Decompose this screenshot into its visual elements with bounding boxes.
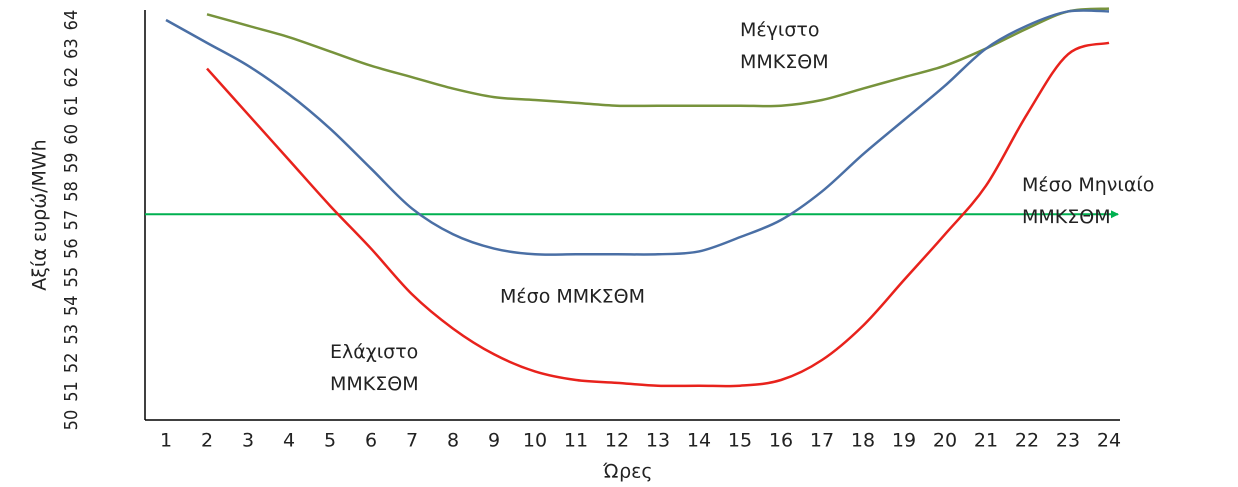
x-tick-label: 24 <box>1097 430 1121 452</box>
x-tick-label: 16 <box>769 430 793 452</box>
x-tick-label: 18 <box>851 430 875 452</box>
y-tick-label: 56 <box>61 238 82 259</box>
x-tick-label: 3 <box>242 430 254 452</box>
y-tick-label: 51 <box>61 381 82 402</box>
y-tick-label: 50 <box>61 410 82 431</box>
annotation: Μέγιστο ΜΜΚΣΘΜ <box>740 19 829 73</box>
x-tick-label: 21 <box>974 430 998 452</box>
y-tick-label: 62 <box>61 67 82 88</box>
x-tick-label: 7 <box>406 430 418 452</box>
x-tick-label: 14 <box>687 430 711 452</box>
series-line <box>206 41 1110 388</box>
series-label: Μέσο ΜΜΚΣΘΜ <box>500 286 645 308</box>
x-tick-label: 9 <box>488 430 500 452</box>
x-tick-label: 22 <box>1015 430 1039 452</box>
x-tick-label: 2 <box>201 430 213 452</box>
y-tick-label: 63 <box>61 38 82 59</box>
y-tick-label: 58 <box>61 181 82 202</box>
x-tick-label: 15 <box>728 430 752 452</box>
y-tick-label: 60 <box>61 124 82 145</box>
x-tick-label: 23 <box>1056 430 1080 452</box>
annotation: Μέσο Μηνιαίο ΜΜΚΣΘΜ <box>1022 174 1154 228</box>
y-tick-label: 64 <box>61 10 82 31</box>
series-line <box>165 9 1110 256</box>
y-tick-label: 55 <box>61 267 82 288</box>
x-tick-label: 11 <box>564 430 588 452</box>
x-tick-label: 4 <box>283 430 295 452</box>
x-axis-title: Ώρες <box>602 461 652 483</box>
x-tick-label: 8 <box>447 430 459 452</box>
y-tick-label: 61 <box>61 95 82 116</box>
x-tick-label: 20 <box>933 430 957 452</box>
y-tick-label: 52 <box>61 353 82 374</box>
annotation: Ελάχιστο ΜΜΚΣΘΜ <box>330 341 419 395</box>
x-tick-label: 6 <box>365 430 377 452</box>
x-tick-label: 13 <box>646 430 670 452</box>
y-tick-label: 54 <box>61 295 82 316</box>
x-tick-label: 12 <box>605 430 629 452</box>
x-tick-label: 17 <box>810 430 834 452</box>
x-tick-label: 5 <box>324 430 336 452</box>
series-line <box>206 7 1110 108</box>
x-tick-label: 1 <box>160 430 172 452</box>
y-axis-title: Αξία ευρώ/MWh <box>29 139 51 290</box>
y-tick-label: 59 <box>61 153 82 174</box>
y-tick-label: 57 <box>61 210 82 231</box>
y-tick-label: 53 <box>61 324 82 345</box>
x-tick-label: 19 <box>892 430 916 452</box>
x-tick-label: 10 <box>523 430 547 452</box>
